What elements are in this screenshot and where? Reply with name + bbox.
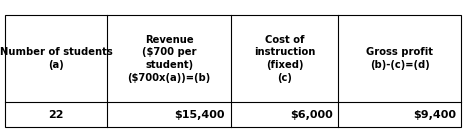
- Text: Gross profit
(b)-(c)=(d): Gross profit (b)-(c)=(d): [366, 47, 433, 70]
- Bar: [5, 15, 461, 127]
- Text: $9,400: $9,400: [413, 110, 456, 120]
- Text: $6,000: $6,000: [290, 110, 332, 120]
- Text: Cost of
instruction
(fixed)
(c): Cost of instruction (fixed) (c): [254, 34, 315, 83]
- Text: 22: 22: [48, 110, 64, 120]
- Text: Revenue
($700 per
student)
($700x(a))=(b): Revenue ($700 per student) ($700x(a))=(b…: [127, 34, 211, 83]
- Text: $15,400: $15,400: [175, 110, 225, 120]
- Text: Number of students
(a): Number of students (a): [0, 47, 112, 70]
